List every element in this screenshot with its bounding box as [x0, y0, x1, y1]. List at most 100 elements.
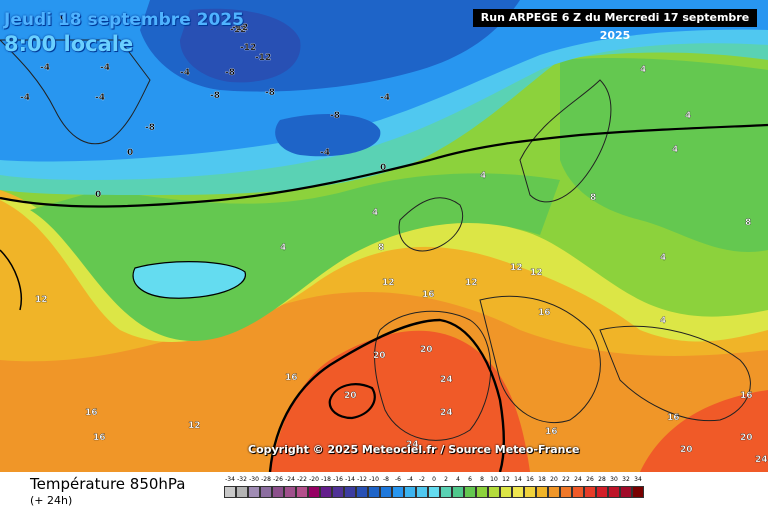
- temp-zone-minus12: [180, 8, 301, 83]
- scale-swatch: [236, 486, 248, 498]
- scale-value-label: 10: [490, 476, 498, 483]
- scale-swatch: [512, 486, 524, 498]
- scale-value-label: 8: [480, 476, 484, 483]
- isotherm-label: 24: [406, 440, 419, 450]
- scale-value-label: 18: [538, 476, 546, 483]
- isotherm-label: 16: [538, 308, 551, 318]
- isotherm-label: 12: [382, 278, 395, 288]
- isotherm-label: 12: [35, 295, 48, 305]
- isotherm-label: 4: [280, 243, 286, 253]
- scale-value-label: -26: [273, 476, 283, 483]
- greenland-coast: [0, 39, 151, 145]
- temp-zone-4: [30, 173, 560, 341]
- isotherm-label: -8: [265, 88, 275, 98]
- isotherm-label: 12: [530, 268, 543, 278]
- scale-swatch: [584, 486, 596, 498]
- isotherm-label: -4: [100, 63, 110, 73]
- scale-value-label: -22: [297, 476, 307, 483]
- map-canvas: -12-8-400-12-12-12-8-8-8-8-4-4-4 -4 -4-400…: [0, 0, 768, 472]
- isotherm-label: 16: [285, 373, 298, 383]
- scale-swatch: [488, 486, 500, 498]
- scale-value-label: 32: [622, 476, 630, 483]
- isotherm-label: 20: [373, 351, 386, 361]
- isotherm-label: 4: [660, 316, 666, 326]
- central-europe-coast: [479, 295, 601, 424]
- isotherm-label: -12: [232, 23, 248, 33]
- isotherm-label: 12: [465, 278, 478, 288]
- isotherm-label: 8: [590, 193, 596, 203]
- scale-swatch: [332, 486, 344, 498]
- scale-labels: -34 -32 -30 -28 -26 -24 -22 -20 -18 -16 -14 -12 -10-…: [224, 476, 752, 483]
- isotherm-label: -8: [225, 68, 235, 78]
- isotherm-label: 0: [95, 190, 101, 200]
- model-run-banner: Run ARPEGE 6 Z du Mercredi 17 septembre …: [473, 9, 757, 42]
- temp-zone-4-east: [560, 58, 768, 253]
- scale-swatch: [500, 486, 512, 498]
- scale-value-label: -12: [357, 476, 367, 483]
- isotherm-label: 16: [85, 408, 98, 418]
- scale-swatch: [272, 486, 284, 498]
- scale-value-label: -4: [407, 476, 413, 483]
- scale-value-label: -8: [383, 476, 389, 483]
- british-isles-coast: [398, 197, 464, 252]
- scale-value-label: 16: [526, 476, 534, 483]
- isotherm-label: 20: [344, 391, 357, 401]
- scale-swatch: [368, 486, 380, 498]
- isotherm-label: 16: [740, 391, 753, 401]
- isotherm-label: -4: [95, 93, 105, 103]
- isotherm-label: 4: [640, 65, 646, 75]
- scale-swatch: [344, 486, 356, 498]
- scale-swatch: [356, 486, 368, 498]
- isotherm-label: 8: [745, 218, 751, 228]
- isotherm-label: -8: [145, 123, 155, 133]
- scale-value-label: 6: [468, 476, 472, 483]
- scale-value-label: 14: [514, 476, 522, 483]
- scale-swatch: [536, 486, 548, 498]
- scale-value-label: 20: [550, 476, 558, 483]
- isotherm-20-closed: [328, 383, 376, 420]
- isotherm-labels: -12-8-400-12-12-12-8-8-8-8-4-4-4 -4 -4-400…: [20, 13, 768, 465]
- scale-value-label: -28: [261, 476, 271, 483]
- scale-value-label: -30: [249, 476, 259, 483]
- scale-value-label: 30: [610, 476, 618, 483]
- scale-swatch: [416, 486, 428, 498]
- scale-swatch: [632, 486, 644, 498]
- scale-value-label: -14: [345, 476, 355, 483]
- isotherm-label: 4: [480, 171, 486, 181]
- scale-swatch: [320, 486, 332, 498]
- isotherm-label: 16: [667, 413, 680, 423]
- scale-value-label: 26: [586, 476, 594, 483]
- isotherm-label: 16: [422, 290, 435, 300]
- isotherm-label: -4: [20, 93, 30, 103]
- isotherm-label: -4: [320, 148, 330, 158]
- isotherm-label: 12: [188, 421, 201, 431]
- scale-swatch: [296, 486, 308, 498]
- scale-swatch: [392, 486, 404, 498]
- scale-value-label: 28: [598, 476, 606, 483]
- scale-value-label: 2: [444, 476, 448, 483]
- isotherm-label: 24: [755, 455, 768, 465]
- isotherm-label: 0: [60, 13, 66, 23]
- scale-value-label: 12: [502, 476, 510, 483]
- scale-swatch: [308, 486, 320, 498]
- scale-swatch: [548, 486, 560, 498]
- scale-swatch: [608, 486, 620, 498]
- isotherm-0: [0, 123, 768, 208]
- isotherm-label: 20: [420, 345, 433, 355]
- scale-swatch: [596, 486, 608, 498]
- scale-swatch: [248, 486, 260, 498]
- scale-swatch: [428, 486, 440, 498]
- scale-value-label: 4: [456, 476, 460, 483]
- footer-bar: Température 850hPa (+ 24h) -34 -32 -30 -28-…: [0, 472, 768, 512]
- scandinavia-coast: [519, 79, 612, 203]
- isotherm-12-west: [0, 249, 22, 311]
- scale-value-label: -6: [395, 476, 401, 483]
- forecast-date: Jeudi 18 septembre 2025: [4, 10, 244, 30]
- isotherm-label: 4: [685, 111, 691, 121]
- scale-swatches: [224, 486, 752, 498]
- scale-swatch: [260, 486, 272, 498]
- isotherm-label: 20: [680, 445, 693, 455]
- isotherm-label: 16: [545, 427, 558, 437]
- color-scale: -34 -32 -30 -28 -26 -24 -22 -20 -18 -16 -14 -12 -10-…: [224, 476, 752, 506]
